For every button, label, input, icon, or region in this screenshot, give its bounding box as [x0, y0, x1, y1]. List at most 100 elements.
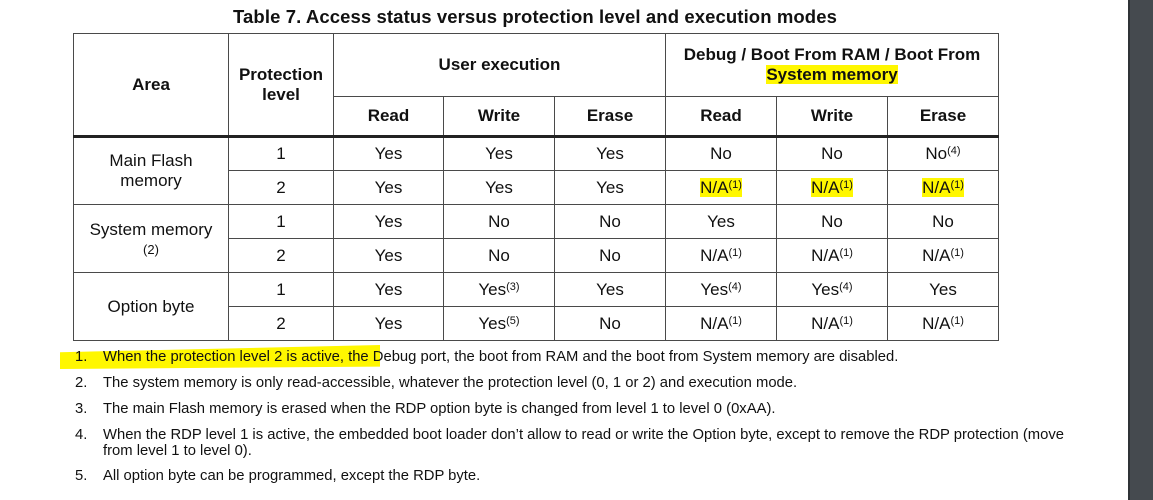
footnote-ref: (1) [950, 314, 964, 327]
access-cell: N/A(1) [776, 306, 888, 341]
access-cell: Yes [333, 204, 444, 239]
area-label: System memory [89, 220, 213, 239]
header-debug-boot-line2: System memory [766, 65, 898, 84]
access-value: N/A(1) [811, 177, 853, 197]
access-cell: N/A(1) [776, 170, 888, 205]
access-cell: No [887, 204, 999, 239]
footnote-ref: (1) [839, 246, 853, 259]
footnote-ref: (1) [950, 178, 964, 191]
footnote-number: 2. [75, 375, 88, 391]
footnote-ref: (4) [728, 280, 742, 293]
access-cell: Yes(4) [776, 272, 888, 307]
access-cell: Yes [887, 272, 999, 307]
header-debug-erase: Erase [887, 96, 999, 138]
access-cell: N/A(1) [887, 238, 999, 273]
access-value: Yes [707, 211, 735, 231]
footnote-ref: (1) [728, 178, 742, 191]
table-body: Main Flash memory 1 Yes Yes Yes No No No(4) 2 Yes Y… [73, 136, 999, 341]
access-cell: Yes [554, 136, 666, 171]
footnote-text: When the RDP level 1 is active, the embe… [103, 427, 1064, 459]
protection-level-cell: 2 [228, 306, 334, 341]
footnote-ref: (1) [950, 246, 964, 259]
footnote-text: The main Flash memory is erased when the… [103, 401, 776, 417]
access-cell: N/A(1) [776, 238, 888, 273]
header-debug-boot-line1: Debug / Boot From RAM / Boot From [683, 45, 981, 64]
access-value: Yes(4) [811, 279, 853, 299]
table-row: 2 Yes No No N/A(1) N/A(1) N/A(1) [74, 238, 999, 273]
footnote-ref: (3) [506, 280, 520, 293]
access-cell: Yes [333, 136, 444, 171]
header-user-read: Read [333, 96, 444, 138]
access-value: N/A(1) [922, 313, 964, 333]
area-cell: Main Flash memory [73, 136, 229, 205]
access-value: No [821, 144, 843, 163]
access-cell: No [665, 136, 777, 171]
access-cell: Yes [554, 170, 666, 205]
header-area: Area [73, 33, 229, 138]
header-debug-boot: Debug / Boot From RAM / Boot From System… [665, 33, 999, 97]
access-value: N/A(1) [922, 245, 964, 265]
access-cell: No [443, 204, 555, 239]
access-cell: Yes [333, 170, 444, 205]
protection-level-cell: 2 [228, 238, 334, 273]
access-cell: Yes [665, 204, 777, 239]
access-value: Yes [374, 211, 403, 231]
access-value: No(4) [925, 144, 961, 163]
access-value: N/A(1) [922, 177, 964, 197]
area-note: (2) [143, 242, 159, 257]
protection-level-cell: 1 [228, 136, 334, 171]
footnote-ref: (4) [947, 145, 961, 157]
header-protection-level: Protection level [228, 33, 334, 138]
access-cell: Yes(3) [443, 272, 555, 307]
access-value: No [488, 245, 510, 265]
access-cell: No [554, 306, 666, 341]
access-value: Yes [596, 144, 624, 163]
footnote-ref: (4) [839, 280, 853, 293]
footnote-item: 5. All option byte can be programmed, exc… [73, 468, 1073, 484]
footnote-item: 4. When the RDP level 1 is active, the em… [73, 427, 1073, 459]
area-label: Main Flash memory [109, 151, 193, 190]
header-debug-read: Read [665, 96, 777, 138]
access-value: No [599, 245, 621, 265]
header-user-write: Write [443, 96, 555, 138]
protection-level-cell: 1 [228, 204, 334, 239]
area-label: Option byte [107, 296, 195, 316]
access-cell: No [776, 204, 888, 239]
access-cell: Yes [333, 306, 444, 341]
table-row: System memory (2) 1 Yes No No Yes No No [73, 204, 999, 273]
header-user-erase: Erase [554, 96, 666, 138]
footnote-ref: (5) [506, 314, 520, 327]
access-value: No [599, 313, 621, 333]
access-value: Yes [929, 279, 957, 299]
header-user-execution: User execution [333, 33, 666, 97]
footnote-ref: (1) [728, 246, 742, 259]
access-value: N/A(1) [811, 313, 853, 333]
access-cell: Yes [333, 238, 444, 273]
footnote-item: 1. When the protection level 2 is active,… [73, 349, 1073, 365]
access-value: Yes [485, 144, 513, 163]
footnote-item: 2. The system memory is only read-accessi… [73, 375, 1073, 391]
access-cell: No [554, 204, 666, 239]
table-caption: Table 7. Access status versus protection… [233, 6, 837, 27]
access-value: N/A(1) [700, 245, 742, 265]
access-cell: N/A(1) [665, 170, 777, 205]
access-status-table: Area Protection level User execution Deb… [73, 33, 999, 341]
access-value: N/A(1) [700, 313, 742, 333]
footnote-number: 4. [75, 427, 88, 443]
access-value: N/A(1) [811, 245, 853, 265]
footnote-ref: (1) [728, 314, 742, 327]
access-value: N/A(1) [700, 177, 742, 197]
access-value: Yes [374, 144, 403, 163]
access-value: No [821, 211, 843, 231]
protection-level-cell: 1 [228, 272, 334, 307]
access-cell: Yes(5) [443, 306, 555, 341]
access-cell: No [554, 238, 666, 273]
footnote-ref: (1) [839, 314, 853, 327]
footnote-item: 3. The main Flash memory is erased when t… [73, 401, 1073, 417]
access-value: Yes(4) [700, 279, 742, 299]
viewer-scrollbar-area[interactable] [1128, 0, 1153, 500]
access-cell: Yes [443, 136, 555, 171]
table-row: Option byte 1 Yes Yes(3) Yes Yes(4) Yes(4) Yes [73, 272, 999, 341]
access-cell: No [776, 136, 888, 171]
footnote-text: The system memory is only read-accessibl… [103, 375, 798, 391]
